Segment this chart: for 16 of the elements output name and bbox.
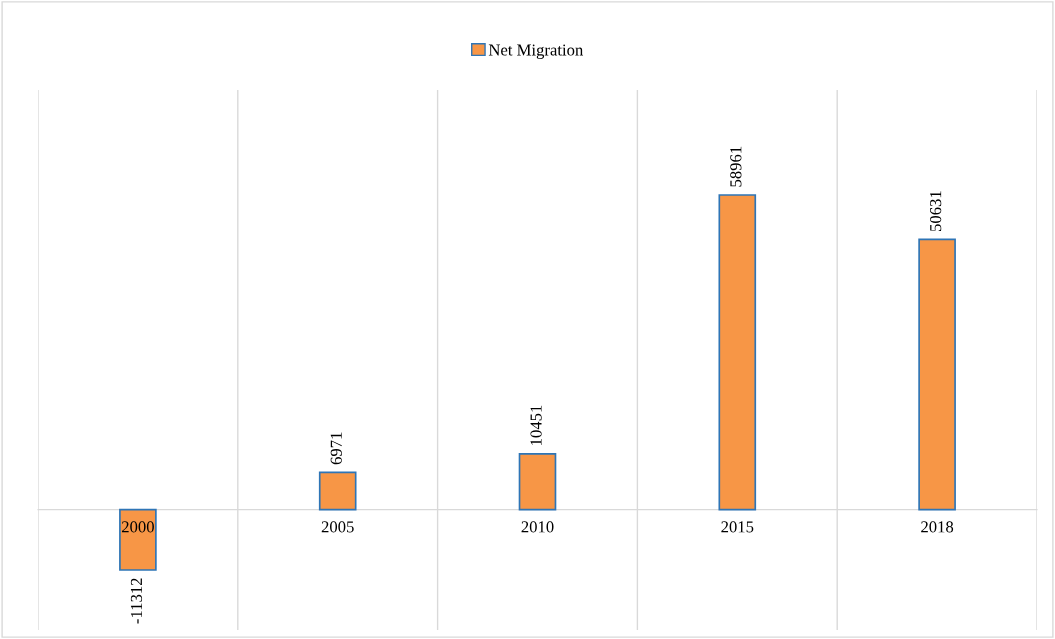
bar bbox=[718, 194, 757, 511]
legend-label: Net Migration bbox=[488, 44, 584, 60]
data-label: 10451 bbox=[530, 405, 542, 445]
bar bbox=[518, 453, 557, 511]
x-tick-label: 2005 bbox=[321, 521, 354, 533]
data-label: 50631 bbox=[930, 191, 942, 231]
bar bbox=[318, 471, 357, 511]
x-tick-label: 2010 bbox=[521, 521, 554, 533]
bar bbox=[918, 238, 956, 511]
data-label: 6971 bbox=[330, 432, 342, 465]
data-label: -11312 bbox=[130, 578, 143, 624]
bar bbox=[119, 508, 157, 571]
data-label: 58961 bbox=[730, 146, 742, 187]
x-tick-label: 2018 bbox=[921, 521, 954, 533]
x-tick-label: 2000 bbox=[121, 521, 154, 533]
x-tick-label: 2015 bbox=[721, 521, 754, 533]
